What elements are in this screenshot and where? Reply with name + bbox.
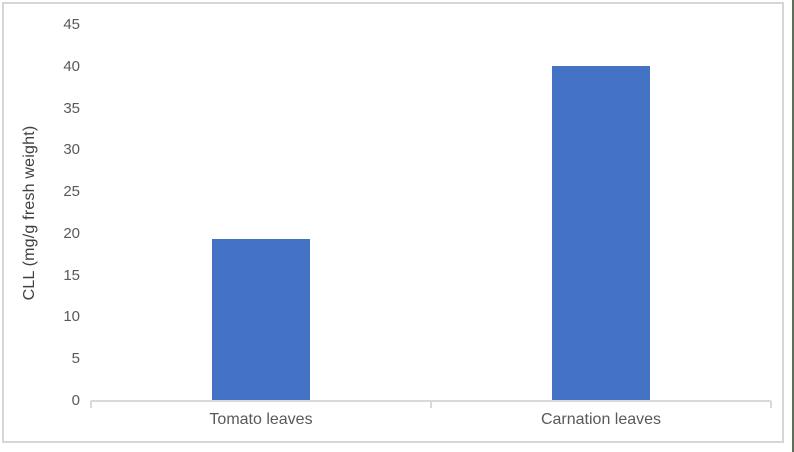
y-tick-label: 30 <box>63 141 80 159</box>
bar-tomato-leaves <box>212 239 310 400</box>
y-tick-label: 45 <box>63 16 80 33</box>
y-tick-label: 35 <box>63 99 80 117</box>
x-tick-mark <box>90 401 92 408</box>
y-tick-label: 40 <box>63 57 80 75</box>
x-tick-mark <box>430 401 432 408</box>
right-edge-accent-line <box>792 0 794 452</box>
y-tick-label: 5 <box>71 350 80 368</box>
bar-carnation-leaves <box>552 66 650 400</box>
x-tick-mark <box>770 401 772 408</box>
chart-frame <box>2 2 784 443</box>
y-tick-label: 10 <box>63 308 80 326</box>
y-tick-label: 15 <box>63 266 80 284</box>
x-category-label: Tomato leaves <box>209 411 313 428</box>
y-tick-label: 20 <box>63 224 80 242</box>
y-tick-label: 0 <box>71 392 80 409</box>
x-category-label: Carnation leaves <box>540 411 662 428</box>
y-tick-label: 25 <box>63 183 80 201</box>
